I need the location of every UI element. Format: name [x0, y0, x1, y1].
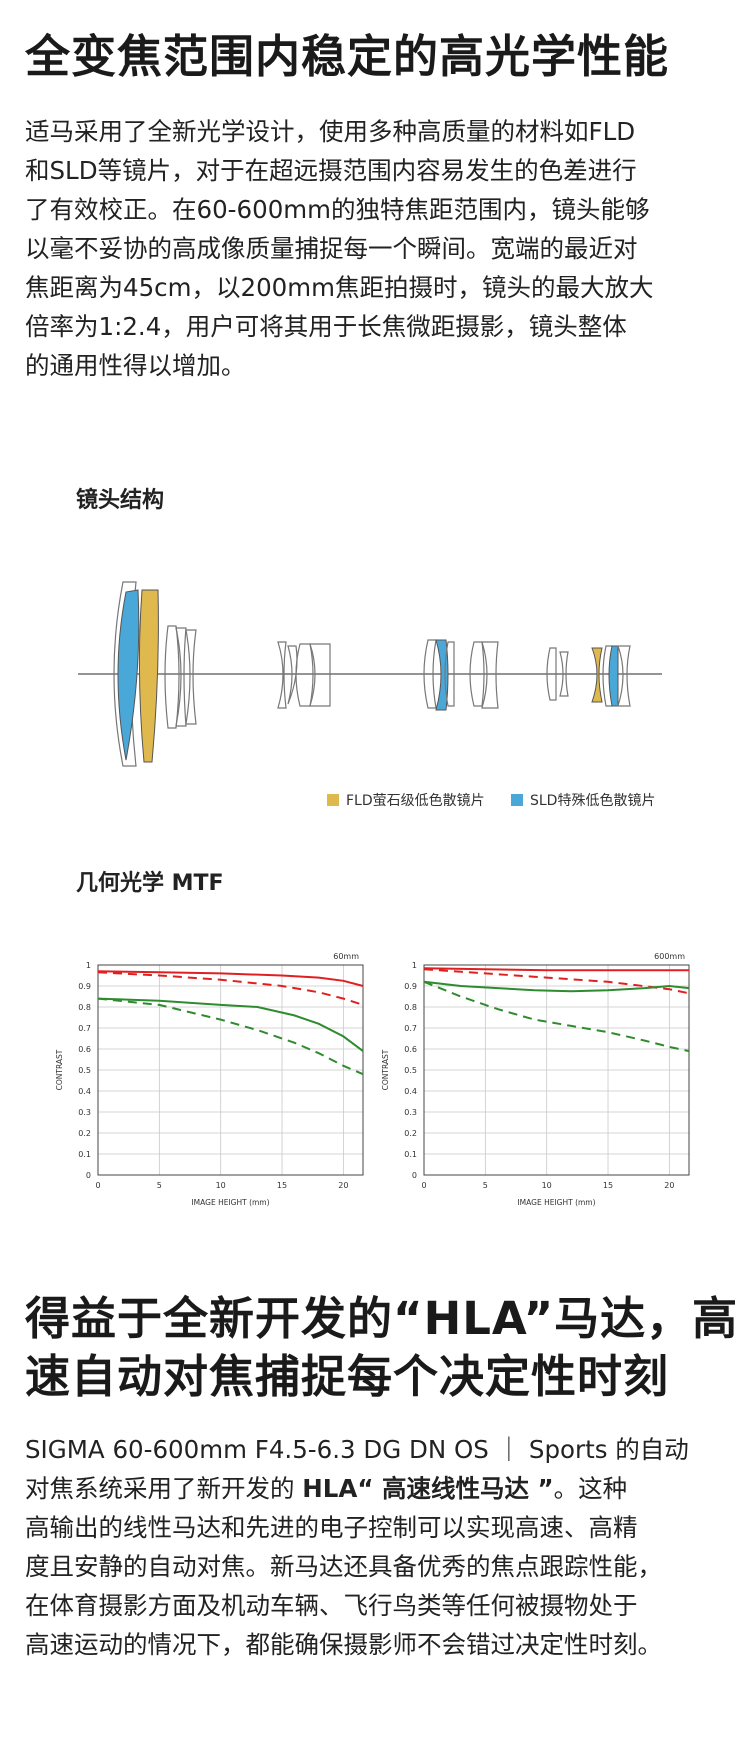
mtf-title: 几何光学 MTF [76, 871, 224, 896]
section1-paragraph: 适马采用了全新光学设计，使用多种高质量的材料如FLD 和SLD等镜片，对于在超远… [25, 112, 725, 385]
y-tick-label: 0.9 [404, 982, 417, 991]
x-tick-label: 15 [603, 1181, 613, 1190]
paragraph-line: 倍率为1:2.4，用户可将其用于长焦微距摄影，镜头整体 [25, 312, 627, 341]
section2-title-line2: 速自动对焦捕捉每个决定性时刻 [25, 1350, 670, 1403]
y-tick-label: 0.1 [78, 1150, 91, 1159]
y-tick-label: 0.5 [404, 1066, 417, 1075]
y-tick-label: 0.4 [78, 1087, 91, 1096]
y-tick-label: 0.3 [78, 1108, 91, 1117]
paragraph-line: SIGMA 60-600mm F4.5-6.3 DG DN OS ｜ Sport… [25, 1435, 689, 1464]
x-tick-label: 20 [664, 1181, 674, 1190]
paragraph-line: 高输出的线性马达和先进的电子控制可以实现高速、高精 [25, 1513, 638, 1542]
paragraph-line: 对焦系统采用了新开发的 HLA“ 高速线性马达 ”。这种 [25, 1469, 725, 1508]
x-tick-label: 15 [277, 1181, 287, 1190]
paragraph-line: 的通用性得以增加。 [25, 351, 246, 380]
x-tick-label: 0 [421, 1181, 426, 1190]
legend-fld-label: FLD萤石级低色散镜片 [346, 793, 485, 809]
y-axis-label: CONTRAST [381, 1049, 390, 1090]
legend-fld: FLD萤石级低色散镜片 [327, 790, 485, 810]
x-axis-label: IMAGE HEIGHT (mm) [191, 1198, 269, 1207]
x-tick-label: 0 [95, 1181, 100, 1190]
legend-sld: SLD特殊低色散镜片 [511, 790, 655, 810]
paragraph-line: 了有效校正。在60-600mm的独特焦距范围内，镜头能够 [25, 195, 650, 224]
y-tick-label: 1 [412, 961, 417, 970]
mtf-series-line [423, 968, 690, 995]
paragraph-line: 适马采用了全新光学设计，使用多种高质量的材料如FLD [25, 117, 636, 146]
y-tick-label: 0.2 [78, 1129, 91, 1138]
y-tick-label: 0.4 [404, 1087, 417, 1096]
y-tick-label: 0 [412, 1171, 417, 1180]
x-tick-label: 10 [542, 1181, 552, 1190]
lens-construction-title: 镜头结构 [76, 488, 165, 513]
lens-construction-diagram [78, 581, 662, 767]
y-tick-label: 0.2 [404, 1129, 417, 1138]
text-segment: 。这种 [553, 1474, 628, 1503]
paragraph-line: 焦距离为45cm，以200mm焦距拍摄时，镜头的最大放大 [25, 273, 654, 302]
mtf-series-line [423, 980, 690, 1053]
chart-title: 60mm [333, 952, 359, 961]
mtf-series-line [97, 970, 364, 987]
paragraph-line: 度且安静的自动对焦。新马达还具备优秀的焦点跟踪性能， [25, 1552, 662, 1581]
y-tick-label: 0.8 [404, 1003, 417, 1012]
section2-paragraph: SIGMA 60-600mm F4.5-6.3 DG DN OS ｜ Sport… [25, 1430, 725, 1664]
x-tick-label: 20 [338, 1181, 348, 1190]
paragraph-line: 和SLD等镜片，对于在超远摄范围内容易发生的色差进行 [25, 156, 637, 185]
y-tick-label: 0.7 [404, 1024, 417, 1033]
x-tick-label: 5 [157, 1181, 162, 1190]
section1-title: 全变焦范围内稳定的高光学性能 [25, 30, 670, 83]
mtf-series-line [97, 997, 364, 1052]
y-tick-label: 0.7 [78, 1024, 91, 1033]
y-tick-label: 0.6 [404, 1045, 417, 1054]
mtf-series-line [423, 980, 690, 993]
y-tick-label: 0.1 [404, 1150, 417, 1159]
paragraph-line: 在体育摄影方面及机动车辆、飞行鸟类等任何被摄物处于 [25, 1591, 638, 1620]
mtf-chart-600mm: 00.10.20.30.40.50.60.70.80.910 5 10 15 20600… [381, 952, 690, 1207]
chart-title: 600mm [654, 952, 685, 961]
sld-swatch-icon [511, 794, 523, 806]
plot-frame [97, 964, 364, 1176]
text-segment: 对焦系统采用了新开发的 [25, 1474, 303, 1503]
x-tick-label: 5 [483, 1181, 488, 1190]
mtf-series-line [97, 971, 364, 1006]
paragraph-line: 以毫不妥协的高成像质量捕捉每一个瞬间。宽端的最近对 [25, 234, 638, 263]
y-tick-label: 0.6 [78, 1045, 91, 1054]
plot-frame [423, 964, 690, 1176]
y-tick-label: 1 [86, 961, 91, 970]
y-tick-label: 0 [86, 1171, 91, 1180]
y-tick-label: 0.8 [78, 1003, 91, 1012]
x-axis-label: IMAGE HEIGHT (mm) [517, 1198, 595, 1207]
y-tick-label: 0.3 [404, 1108, 417, 1117]
mtf-series-line [423, 967, 689, 972]
fld-swatch-icon [327, 794, 339, 806]
y-tick-label: 0.5 [78, 1066, 91, 1075]
y-tick-label: 0.9 [78, 982, 91, 991]
legend-sld-label: SLD特殊低色散镜片 [530, 793, 656, 809]
y-axis-label: CONTRAST [55, 1049, 64, 1090]
section2-title-line1: 得益于全新开发的“HLA”马达，高 [25, 1292, 739, 1345]
hla-motor-emphasis: HLA“ 高速线性马达 ” [302, 1474, 554, 1503]
mtf-series-line [97, 997, 364, 1076]
mtf-chart-60mm: 00.10.20.30.40.50.60.70.80.910 5 10 15 2060m… [55, 952, 364, 1207]
paragraph-line: 高速运动的情况下，都能确保摄影师不会错过决定性时刻。 [25, 1630, 662, 1659]
x-tick-label: 10 [216, 1181, 226, 1190]
